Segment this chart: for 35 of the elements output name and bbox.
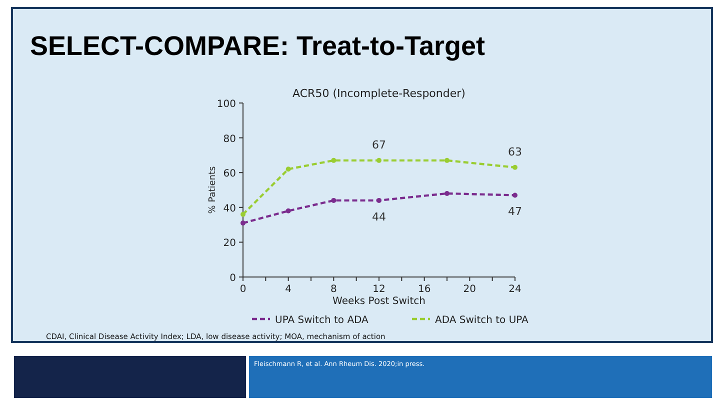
y-tick-label: 80 — [223, 134, 236, 145]
data-label: 67 — [372, 138, 386, 152]
x-tick-label: 16 — [418, 284, 431, 295]
point — [240, 220, 246, 226]
x-tick-label: 12 — [372, 284, 386, 295]
point — [376, 198, 382, 203]
y-tick-label: 20 — [223, 238, 236, 250]
point — [240, 212, 246, 217]
point — [512, 164, 518, 170]
x-tick-label: 4 — [285, 284, 292, 295]
x-tick-label: 20 — [463, 284, 476, 295]
point — [286, 166, 291, 172]
legend-label: ADA Switch to UPA — [435, 315, 529, 326]
point — [331, 158, 336, 163]
data-label: 47 — [508, 205, 522, 218]
x-tick-label: 0 — [240, 284, 246, 295]
point — [444, 158, 450, 163]
y-tick-label: 40 — [223, 203, 236, 214]
point — [376, 158, 382, 163]
point — [331, 198, 336, 203]
legend-label: UPA Switch to ADA — [275, 315, 369, 326]
x-tick-label: 24 — [508, 284, 522, 295]
chart-subtitle: ACR50 (Incomplete-Responder) — [292, 87, 466, 100]
y-axis-title: % Patients — [208, 166, 218, 214]
data-label: 63 — [508, 145, 522, 158]
x-axis-title: Weeks Post Switch — [332, 296, 426, 307]
data-label: 44 — [372, 210, 386, 224]
x-tick-label: 8 — [330, 284, 337, 295]
point — [444, 190, 450, 196]
y-tick-label: 60 — [223, 168, 236, 180]
chart-title: SELECT-COMPARE: Treat-to-Target — [30, 31, 486, 61]
y-tick-label: 100 — [216, 99, 236, 110]
point — [286, 208, 291, 214]
point — [512, 192, 518, 198]
y-tick-label: 0 — [230, 273, 236, 284]
